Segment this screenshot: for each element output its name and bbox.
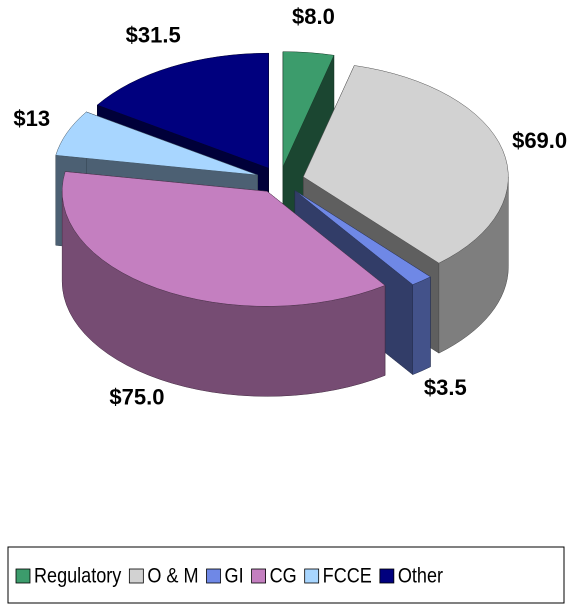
legend-label: Regulatory <box>34 565 122 588</box>
slice-top <box>282 51 335 167</box>
slice-top <box>96 52 269 169</box>
slice-top <box>55 111 258 176</box>
legend-swatch <box>251 568 266 584</box>
legend-label: FCCE <box>323 565 372 588</box>
data-label: $13 <box>13 106 50 131</box>
data-label: $75.0 <box>109 384 164 409</box>
pie-slice <box>61 171 386 397</box>
legend-label: GI <box>225 565 244 588</box>
slice-top <box>303 65 509 264</box>
legend-label: O & M <box>147 565 198 588</box>
legend-label: CG <box>270 565 297 588</box>
slice-top <box>61 171 386 307</box>
slice-wall <box>412 276 431 376</box>
legend-label: Other <box>398 565 443 588</box>
data-label: $8.0 <box>292 4 335 29</box>
legend-swatch <box>206 568 221 584</box>
data-label: $69.0 <box>512 128 567 153</box>
legend-swatch <box>379 568 395 584</box>
legend-swatch <box>128 568 144 584</box>
slice-top <box>294 190 431 285</box>
legend-swatch <box>15 568 31 584</box>
legend-box <box>7 546 565 604</box>
data-label: $31.5 <box>126 22 181 47</box>
data-label: $3.5 <box>424 375 467 400</box>
legend-swatch <box>304 568 320 584</box>
